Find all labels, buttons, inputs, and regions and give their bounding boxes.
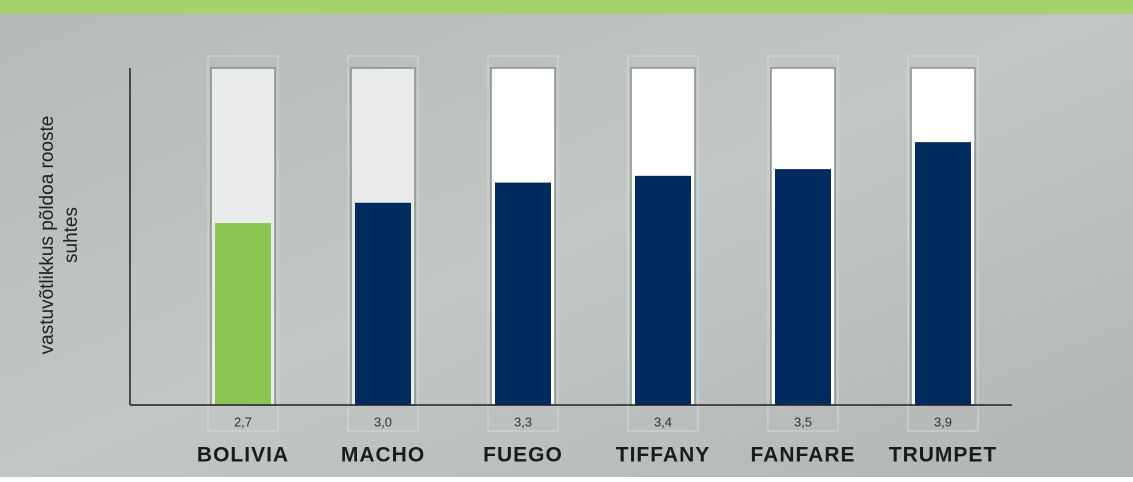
value-label: 3,0 [374, 414, 392, 429]
x-tick-label: MACHO [341, 444, 425, 467]
bar-frame-shadow [347, 55, 419, 432]
x-tick-label: FANFARE [750, 444, 855, 467]
y-axis-label: vastuvõtlikkus põldoa rooste suhtes [37, 116, 82, 355]
y-axis-label-line: vastuvõtlikkus põldoa rooste [37, 116, 58, 355]
bar [495, 182, 551, 405]
value-label: 3,9 [934, 414, 952, 429]
bar [215, 223, 271, 405]
value-label: 3,4 [654, 414, 672, 429]
x-tick-label: FUEGO [483, 444, 563, 467]
bar [355, 202, 411, 405]
top-strip [0, 0, 1133, 14]
x-tick-label: BOLIVIA [197, 444, 289, 467]
bar-frame-shadow [627, 55, 699, 432]
bar-frame-shadow [767, 55, 839, 432]
bar-frame-shadow [487, 55, 559, 432]
y-axis-label-line: suhtes [61, 207, 82, 263]
x-tick-label: TRUMPET [889, 444, 998, 467]
bar [775, 169, 831, 405]
bar [635, 175, 691, 405]
value-label: 3,3 [514, 414, 532, 429]
bar-frame-shadow [207, 55, 279, 432]
bar-frame-shadow [907, 55, 979, 432]
value-label: 3,5 [794, 414, 812, 429]
bar [915, 142, 971, 405]
x-tick-label: TIFFANY [616, 444, 711, 467]
value-label: 2,7 [234, 414, 252, 429]
